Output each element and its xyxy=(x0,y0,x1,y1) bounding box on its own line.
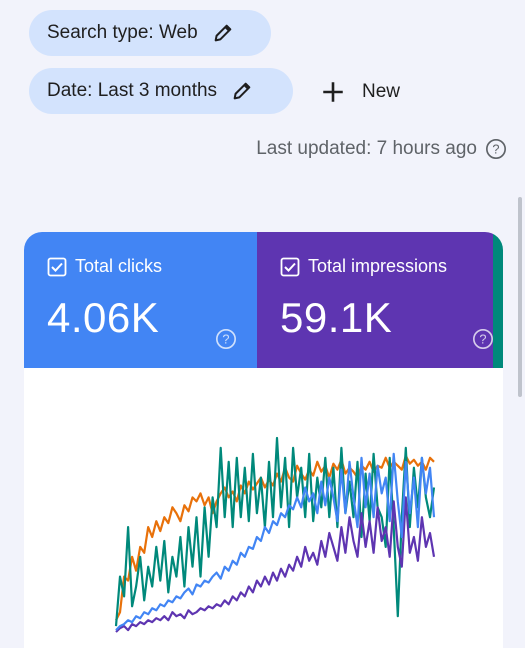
last-updated-status: Last updated: 7 hours ago ? xyxy=(256,138,507,160)
total-impressions-metric[interactable]: Total impressions 59.1K ? xyxy=(257,232,493,368)
checkbox-checked-icon[interactable] xyxy=(280,257,300,277)
metric-tab-partial[interactable] xyxy=(493,232,503,368)
search-type-label: Search type: Web xyxy=(47,22,198,43)
chart-series-line-2 xyxy=(115,496,436,633)
new-button-label: New xyxy=(362,81,401,102)
last-updated-text: Last updated: 7 hours ago xyxy=(256,138,477,159)
help-icon[interactable]: ? xyxy=(485,138,507,160)
chart-series-line-1 xyxy=(114,436,436,627)
help-icon[interactable]: ? xyxy=(472,328,494,350)
performance-line-chart xyxy=(114,436,436,633)
date-filter-chip[interactable]: Date: Last 3 months xyxy=(29,68,293,114)
svg-text:?: ? xyxy=(492,142,499,157)
chart-series-line-3 xyxy=(115,452,436,631)
scrollbar[interactable] xyxy=(518,197,522,397)
new-filter-button[interactable]: New xyxy=(320,72,400,112)
total-clicks-label: Total clicks xyxy=(75,256,163,276)
total-clicks-value: 4.06K xyxy=(47,294,160,341)
pencil-icon xyxy=(214,24,232,42)
checkbox-checked-icon[interactable] xyxy=(47,257,67,277)
total-clicks-metric[interactable]: Total clicks 4.06K ? xyxy=(24,232,257,368)
total-impressions-value: 59.1K xyxy=(280,294,393,341)
plus-icon xyxy=(323,82,343,102)
svg-text:?: ? xyxy=(479,332,486,347)
total-impressions-label: Total impressions xyxy=(308,256,448,276)
svg-text:?: ? xyxy=(222,332,229,347)
performance-card: Total clicks 4.06K ? Total impressions 5… xyxy=(24,232,503,648)
date-label: Date: Last 3 months xyxy=(47,80,218,101)
help-icon[interactable]: ? xyxy=(215,328,237,350)
search-type-filter-chip[interactable]: Search type: Web xyxy=(29,10,271,56)
pencil-icon xyxy=(233,82,251,100)
